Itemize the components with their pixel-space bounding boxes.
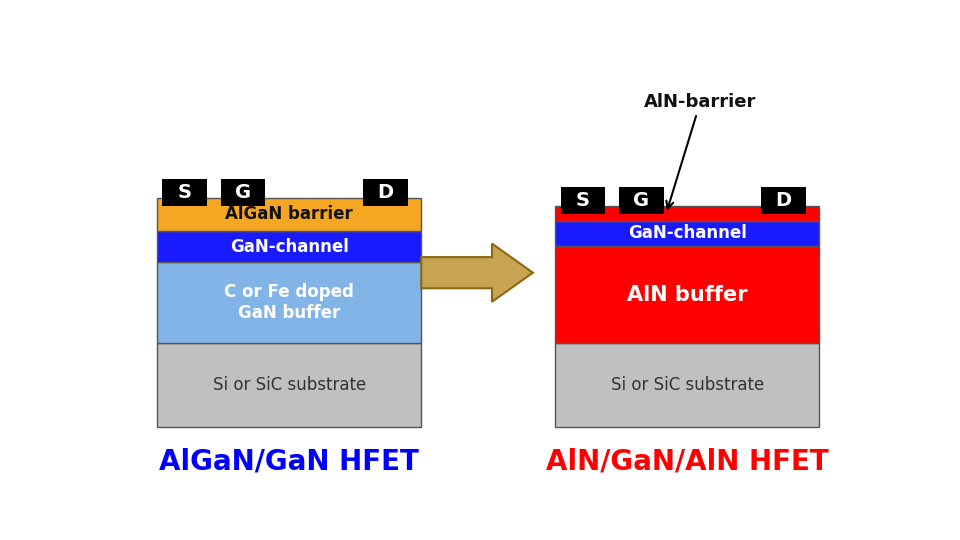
Bar [761, 187, 806, 214]
Text: AlN-barrier: AlN-barrier [644, 92, 756, 208]
Bar [555, 206, 820, 221]
Bar [555, 221, 820, 246]
Text: C or Fe doped
GaN buffer: C or Fe doped GaN buffer [225, 284, 354, 322]
Bar [555, 246, 820, 343]
Text: AlN/GaN/AlN HFET: AlN/GaN/AlN HFET [546, 448, 828, 476]
Text: S: S [178, 183, 192, 202]
Text: GaN-channel: GaN-channel [628, 224, 747, 242]
Bar [157, 198, 421, 231]
Text: Si or SiC substrate: Si or SiC substrate [212, 376, 366, 394]
Text: AlGaN/GaN HFET: AlGaN/GaN HFET [159, 448, 420, 476]
Text: GaN-channel: GaN-channel [229, 238, 348, 256]
Bar [221, 179, 266, 206]
Text: G: G [235, 183, 252, 202]
Bar [157, 262, 421, 343]
Text: AlN buffer: AlN buffer [627, 285, 748, 305]
Text: Si or SiC substrate: Si or SiC substrate [611, 376, 764, 394]
Polygon shape [421, 244, 533, 302]
Bar [157, 231, 421, 262]
Text: AlGaN barrier: AlGaN barrier [226, 206, 353, 224]
Bar [555, 343, 820, 427]
Bar [363, 179, 408, 206]
Text: D: D [776, 191, 792, 210]
Bar [162, 179, 207, 206]
Bar [561, 187, 606, 214]
Text: S: S [576, 191, 590, 210]
Text: D: D [377, 183, 394, 202]
Bar [618, 187, 663, 214]
Text: G: G [633, 191, 649, 210]
Bar [157, 343, 421, 427]
